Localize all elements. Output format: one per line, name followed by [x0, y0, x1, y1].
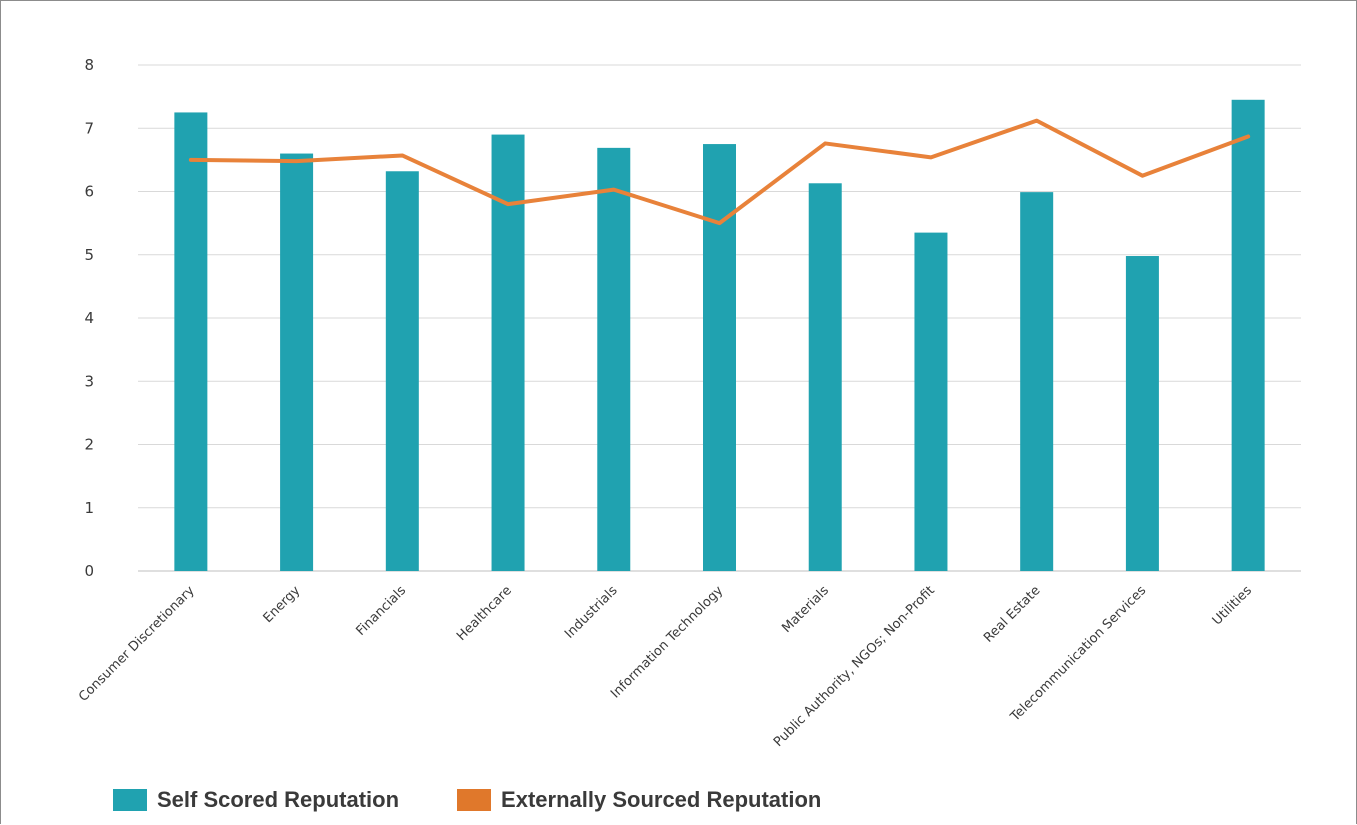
x-category-label: Utilities: [1210, 583, 1255, 628]
y-tick-label: 7: [84, 119, 94, 137]
legend-label-externally-sourced: Externally Sourced Reputation: [501, 787, 822, 812]
bar-financials: [385, 171, 419, 571]
x-category-label: Materials: [779, 583, 832, 636]
x-axis-labels: Consumer Discretionary Energy Financials He…: [76, 583, 1255, 750]
x-category-label: Energy: [261, 583, 304, 626]
line-series: [188, 118, 1251, 226]
legend-swatch-line: [457, 789, 492, 811]
y-tick-label: 0: [84, 562, 94, 580]
bar-telecommunication-services: [1125, 256, 1159, 571]
x-category-label: Industrials: [562, 583, 621, 642]
bar-public-authority-ngos-non-profit: [914, 232, 948, 572]
bar-energy: [280, 153, 314, 572]
x-category-label: Healthcare: [454, 583, 515, 644]
legend-item-self-scored: Self Scored Reputation: [113, 787, 399, 813]
legend: Self Scored Reputation Externally Source…: [113, 787, 879, 813]
y-axis-ticks: 0 1 2 3 4 5 6 7 8: [84, 56, 94, 580]
legend-label-self-scored: Self Scored Reputation: [157, 787, 400, 812]
bar-materials: [808, 183, 842, 571]
legend-item-externally-sourced: Externally Sourced Reputation: [457, 787, 821, 813]
y-tick-label: 6: [84, 183, 94, 201]
y-tick-label: 3: [84, 372, 94, 390]
y-tick-label: 1: [84, 499, 94, 517]
bar-real-estate: [1020, 192, 1054, 571]
y-tick-label: 2: [84, 436, 94, 454]
bar-healthcare: [491, 134, 525, 571]
bar-industrials: [597, 147, 631, 572]
bar-utilities: [1231, 99, 1265, 571]
bar-consumer-discretionary: [174, 112, 208, 571]
combo-chart: 0 1 2 3 4 5 6 7 8 Consumer Discretionary Energy Fi…: [76, 56, 1301, 750]
bar-information-technology: [703, 144, 736, 571]
x-category-label: Information Technology: [608, 583, 726, 701]
bar-series: [174, 99, 1265, 572]
y-tick-label: 8: [84, 56, 94, 74]
legend-swatch-bar: [113, 789, 147, 811]
y-tick-label: 5: [84, 246, 94, 264]
x-category-label: Real Estate: [981, 583, 1043, 645]
x-category-label: Financials: [353, 583, 409, 639]
y-tick-label: 4: [84, 309, 94, 327]
x-category-label: Consumer Discretionary: [76, 583, 198, 705]
